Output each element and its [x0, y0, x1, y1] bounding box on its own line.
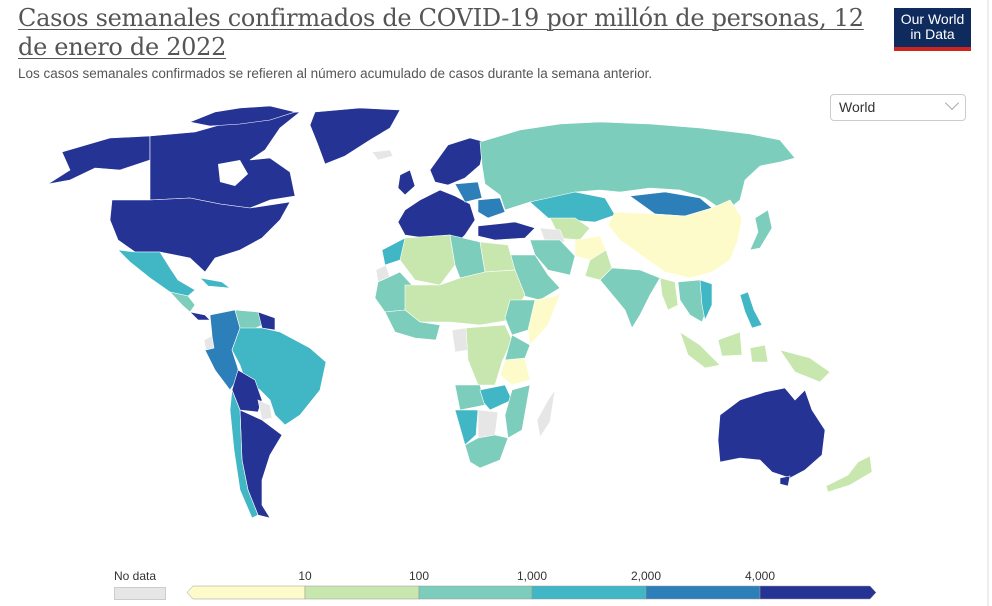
region-greenland[interactable] [309, 107, 401, 165]
region-egypt[interactable] [479, 241, 516, 273]
legend-tick-10: 10 [298, 569, 312, 583]
legend-bin-10-100[interactable] [304, 585, 420, 600]
region-select[interactable]: World [830, 94, 966, 121]
region-scandinavia[interactable] [429, 137, 486, 186]
legend-no-data-label: No data [114, 569, 157, 583]
region-iceland[interactable] [371, 149, 394, 161]
region-south-africa[interactable] [464, 434, 509, 469]
region-cuba[interactable] [199, 277, 232, 289]
region-drc[interactable] [465, 324, 513, 386]
region-new-zealand[interactable] [825, 455, 873, 493]
region-japan[interactable] [749, 209, 773, 251]
owid-logo[interactable]: Our World in Data [894, 8, 971, 51]
region-china[interactable] [607, 199, 743, 279]
region-mozambique[interactable] [504, 384, 531, 439]
region-alaska[interactable] [47, 135, 151, 185]
region-western-europe[interactable] [397, 189, 476, 246]
region-gabon-nodata[interactable] [451, 327, 469, 353]
region-zambia[interactable] [479, 384, 513, 411]
region-canada[interactable] [149, 111, 301, 209]
region-turkmenistan[interactable] [539, 227, 566, 243]
chart-subtitle: Los casos semanales confirmados se refie… [18, 66, 653, 81]
legend-bin-0-10[interactable] [186, 585, 306, 600]
region-madagascar[interactable] [536, 389, 556, 438]
legend-tick-100: 100 [408, 569, 430, 583]
region-indonesia[interactable] [679, 331, 769, 369]
region-brazil[interactable] [231, 327, 327, 426]
legend-bin-4000-plus[interactable] [759, 585, 877, 600]
color-legend[interactable] [185, 585, 880, 601]
legend-bin-2000-4000[interactable] [645, 585, 761, 600]
region-namibia[interactable] [454, 409, 479, 446]
chart-title[interactable]: Casos semanales confirmados de COVID-19 … [18, 4, 864, 61]
legend-no-data-swatch[interactable] [114, 587, 166, 600]
region-chile[interactable] [229, 389, 259, 519]
legend-bin-1000-2000[interactable] [531, 585, 647, 600]
region-panama[interactable] [189, 311, 211, 321]
region-arctic-islands[interactable] [188, 105, 297, 127]
region-usa[interactable] [109, 197, 291, 273]
scrollbar-track[interactable] [987, 0, 989, 606]
legend-tick-4000: 4,000 [744, 569, 776, 583]
region-vietnam[interactable] [699, 279, 713, 321]
region-kenya[interactable] [504, 334, 531, 361]
region-ecuador[interactable] [203, 335, 215, 351]
world-map[interactable] [0, 100, 992, 540]
region-uk[interactable] [397, 169, 416, 196]
region-poland[interactable] [454, 181, 483, 203]
region-turkey[interactable] [477, 221, 536, 241]
region-libya[interactable] [449, 234, 486, 279]
region-australia[interactable] [717, 387, 826, 479]
region-algeria[interactable] [399, 234, 456, 286]
region-ukraine[interactable] [477, 197, 506, 219]
legend-tick-1000: 1,000 [516, 569, 548, 583]
logo-line-2: in Data [910, 26, 955, 42]
region-central-america[interactable] [169, 291, 196, 313]
region-mexico[interactable] [117, 249, 196, 297]
region-select-value: World [839, 99, 876, 115]
region-angola[interactable] [454, 384, 486, 411]
region-botswana[interactable] [477, 409, 499, 439]
region-ethiopia[interactable] [504, 299, 536, 336]
region-guyana[interactable] [257, 311, 276, 331]
logo-line-1: Our World [900, 11, 965, 27]
region-india[interactable] [599, 267, 661, 329]
region-bolivia-nodata[interactable] [257, 399, 273, 421]
region-papua[interactable] [779, 349, 831, 383]
region-tasmania[interactable] [779, 475, 791, 487]
region-west-africa[interactable] [384, 309, 441, 341]
region-philippines[interactable] [739, 291, 763, 329]
region-tanzania[interactable] [499, 357, 531, 386]
region-myanmar[interactable] [659, 277, 679, 311]
legend-tick-2000: 2,000 [630, 569, 662, 583]
legend-bin-100-1000[interactable] [418, 585, 533, 600]
